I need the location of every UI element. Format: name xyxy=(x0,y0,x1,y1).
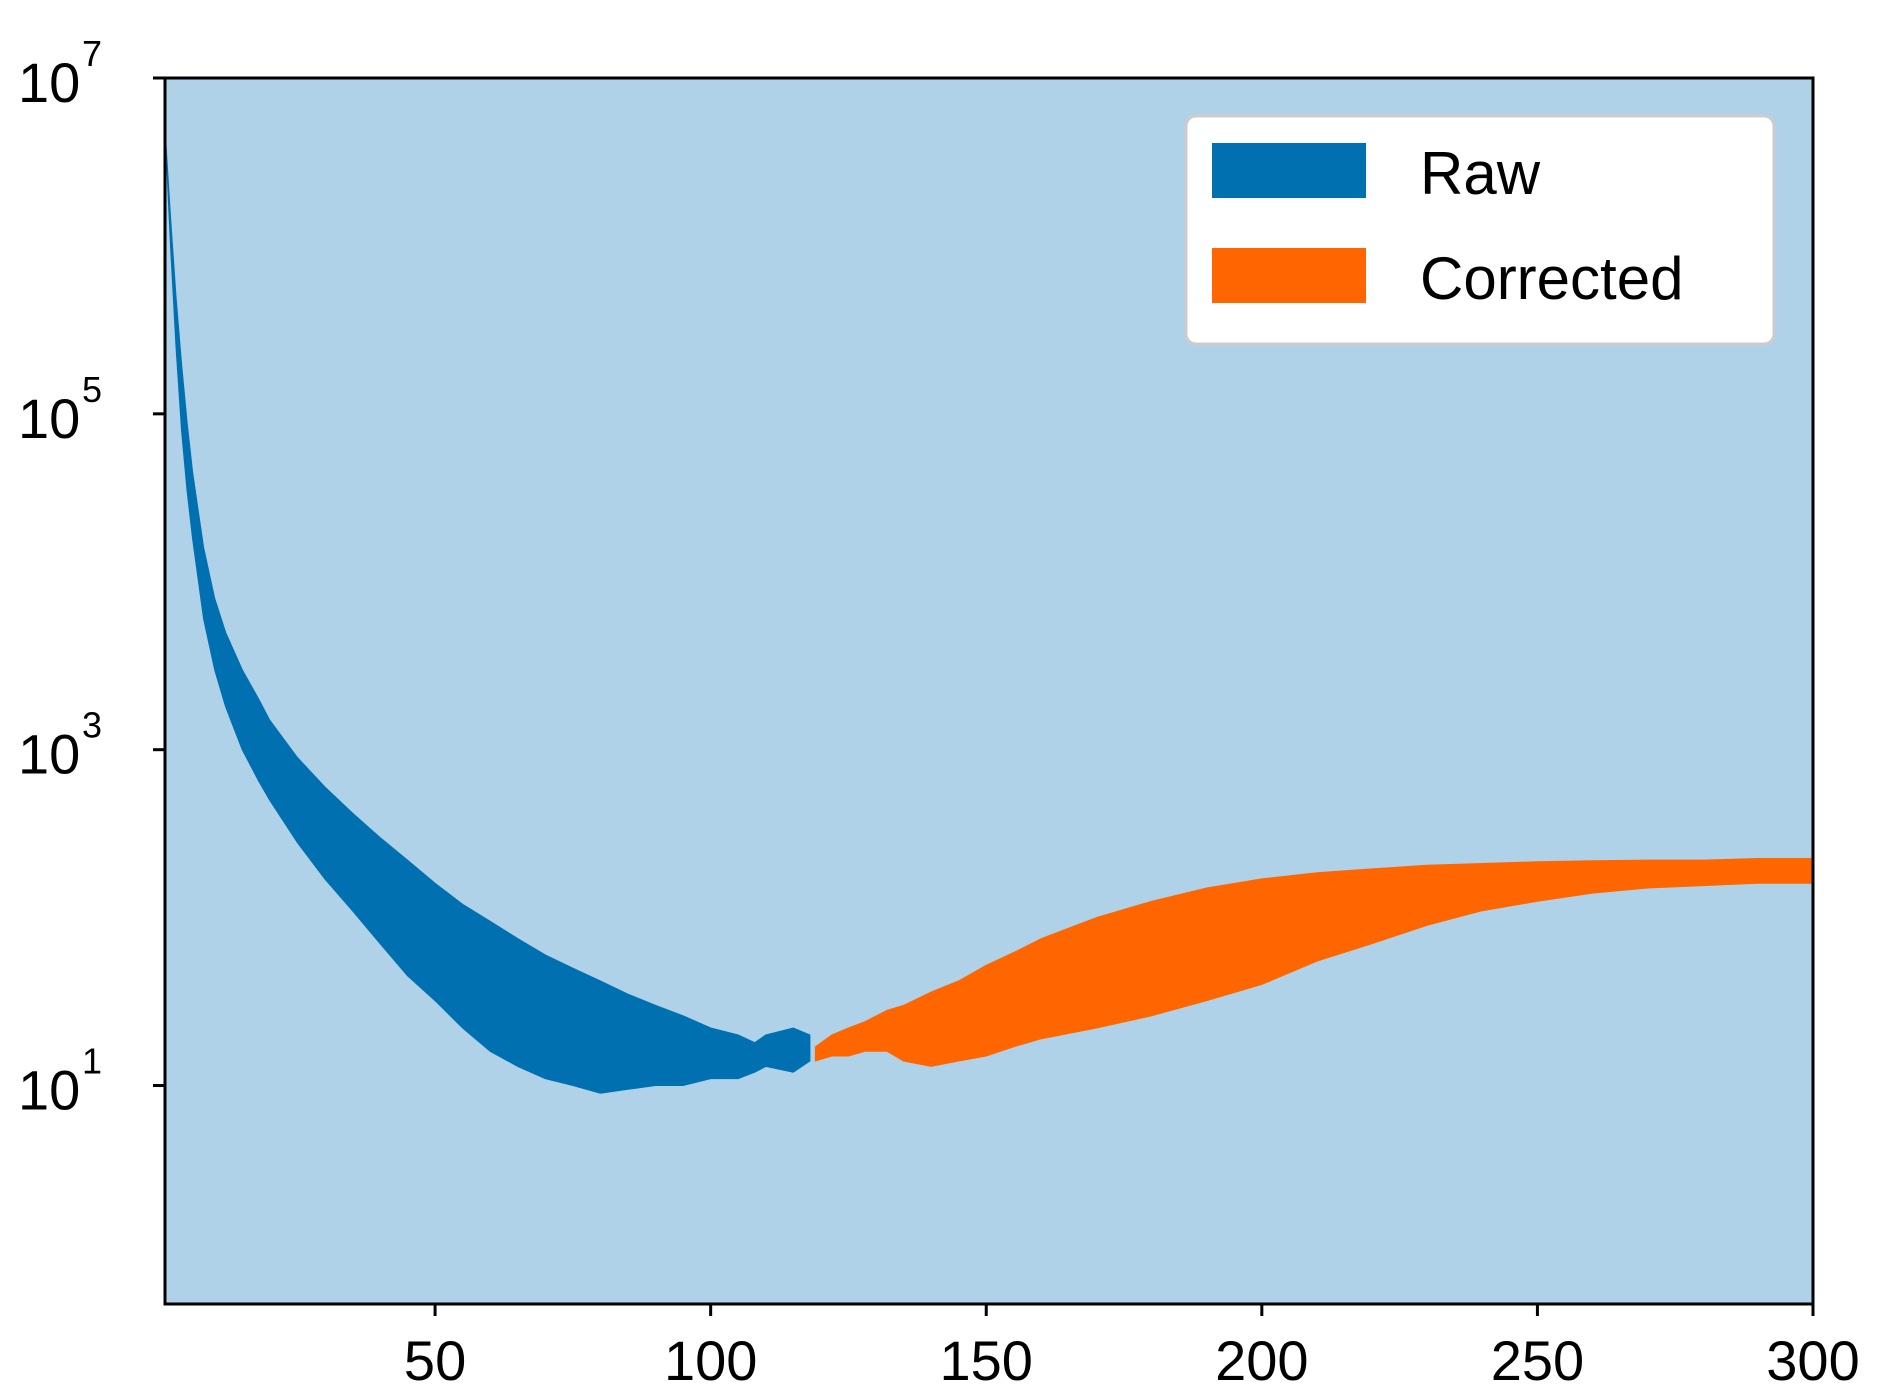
x-tick-label: 300 xyxy=(1766,1329,1859,1392)
x-tick-label: 200 xyxy=(1215,1329,1308,1392)
series-band-corrected xyxy=(814,858,1813,1067)
x-tick-label: 150 xyxy=(940,1329,1033,1392)
y-tick-label: 10 xyxy=(18,387,80,450)
legend-label-corrected: Corrected xyxy=(1420,245,1683,312)
legend-label-raw: Raw xyxy=(1420,140,1541,207)
y-tick-exponent: 3 xyxy=(82,705,102,746)
y-tick-exponent: 5 xyxy=(82,369,102,410)
y-tick-label: 10 xyxy=(18,1059,80,1122)
y-tick-exponent: 1 xyxy=(82,1041,102,1082)
x-tick-label: 100 xyxy=(664,1329,757,1392)
y-tick-exponent: 7 xyxy=(82,33,102,74)
y-tick-label: 10 xyxy=(18,723,80,786)
legend-swatch-corrected xyxy=(1212,248,1366,303)
legend-swatch-raw xyxy=(1212,143,1366,198)
legend: Raw Corrected xyxy=(1184,114,1776,346)
plot-frame xyxy=(163,76,1815,1306)
series-band-raw xyxy=(165,128,811,1094)
x-tick-label: 50 xyxy=(404,1329,466,1392)
x-tick-label: 250 xyxy=(1491,1329,1584,1392)
x-axis: 50 100 150 200 250 300 xyxy=(404,1304,1860,1392)
y-tick-label: 10 xyxy=(18,51,80,114)
